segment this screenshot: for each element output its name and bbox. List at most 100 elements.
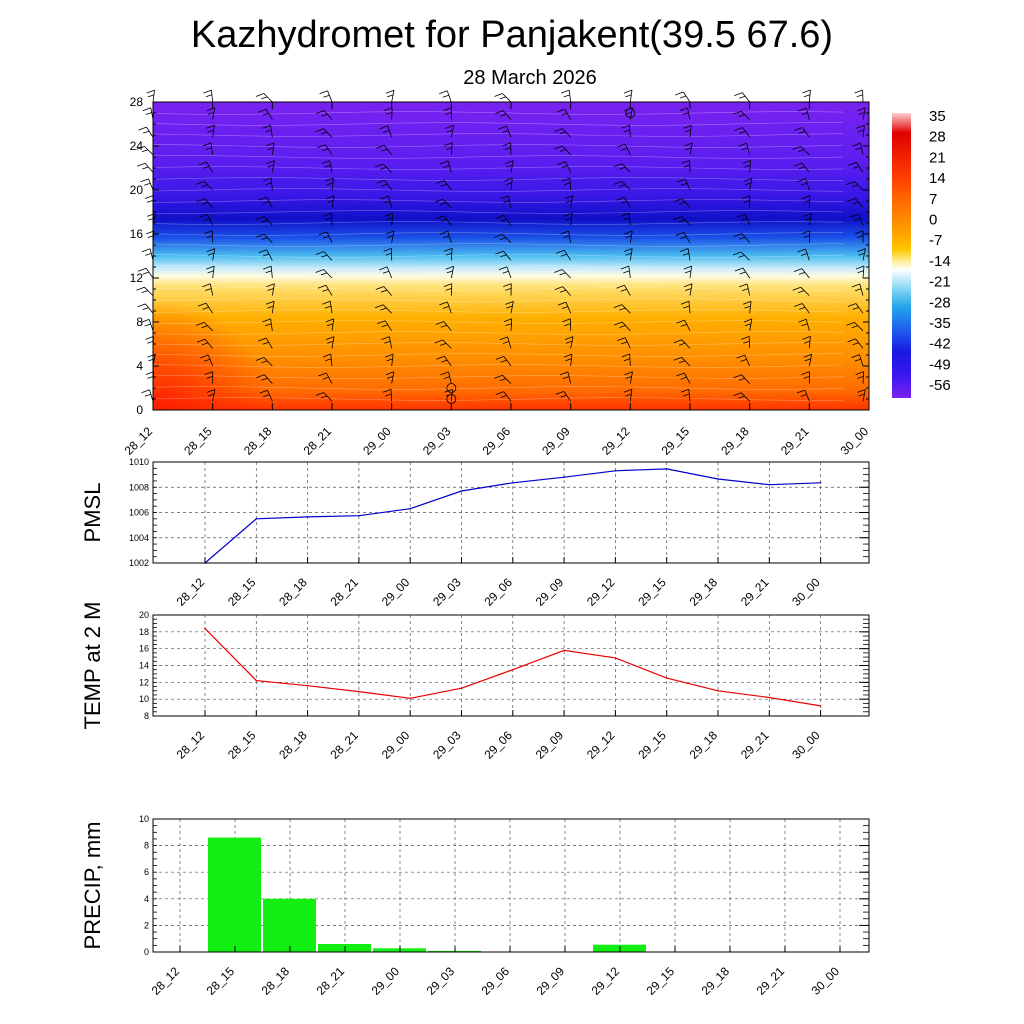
y-tick-label: 28 [130,95,144,109]
wind-barb [206,107,216,120]
x-tick-label: 30_00 [789,728,823,762]
wind-barb [617,337,631,349]
wind-barb [317,144,333,156]
wind-barb [846,322,864,332]
wind-barb-flag [613,181,623,185]
wind-barb-staff [860,143,864,155]
wind-barb [857,389,866,402]
colorbar-label: 21 [929,149,946,166]
wind-barb-staff [207,354,214,367]
data-point [563,649,565,652]
wind-barb-flag [741,195,750,199]
wind-barb-flag [379,125,388,130]
wind-barb-staff [502,93,512,103]
wind-barb-flag [255,93,265,97]
wind-barb-flag [495,356,504,360]
cross-section-hot-corner [153,300,273,410]
wind-barb-flag [386,217,393,221]
wind-barb-staff [808,336,811,349]
wind-barb-staff [383,286,392,296]
wind-barb [445,265,455,279]
wind-barb [316,110,333,120]
wind-barb-flag [195,322,205,326]
wind-barb-flag [625,112,632,115]
wind-barb-staff [330,354,333,367]
wind-barb [385,371,395,384]
wind-barb [196,198,213,208]
wind-barb [377,320,393,332]
wind-barb-flag [385,252,392,256]
x-tick-label: 29_18 [718,424,752,458]
wind-barb-flag [680,388,689,393]
wind-barb-flag [376,145,385,149]
wind-barb [852,142,864,155]
wind-barb-flag [500,359,507,363]
y-tick-label: 20 [139,610,149,620]
wind-barb-flag [846,181,855,185]
wind-barb [792,286,810,296]
wind-barb-flag [556,108,565,113]
wind-barb-flag [380,195,389,200]
contour-line [152,111,844,115]
wind-barb-flag [625,376,632,379]
wind-barb-flag [620,288,627,292]
wind-barb-staff [327,90,333,103]
data-point [204,627,206,630]
wind-barb [325,318,335,331]
wind-barb-flag [140,178,149,183]
wind-barb-flag [737,213,746,218]
wind-barb-staff [204,339,213,349]
x-tick-label: 29_18 [699,964,733,998]
wind-barb-flag [439,301,448,306]
wind-barb-flag [198,161,207,166]
wind-barb [439,90,452,103]
wind-barb-staff [741,374,750,384]
wind-barb-flag [681,160,690,164]
wind-barb-staff [684,178,691,191]
wind-barb-flag [675,91,684,96]
wind-barb-flag [554,145,563,150]
data-point [306,516,309,518]
wind-barb-staff [859,354,864,367]
wind-barb-flag [325,217,332,221]
wind-barb-staff [442,198,452,208]
x-tick-label: 29_09 [534,964,568,998]
wind-barb-flag [619,307,626,311]
wind-barb-flag [443,376,450,379]
wind-barb-staff [570,195,574,208]
wind-barb-staff [212,248,216,261]
wind-barb [684,142,693,155]
wind-barb [675,91,691,103]
wind-barb-staff [862,265,865,279]
wind-barb-flag [435,321,444,325]
wind-barb [496,214,512,226]
wind-barb-flag [738,255,745,258]
wind-barb [616,284,631,296]
wind-barb-flag [259,389,268,394]
wind-barb [202,283,214,296]
wind-barb-flag [850,213,859,218]
precip-panel: 0 2 4 6 8 10 28_12 28_15 28_18 28_21 29_00 29_03 29_… [80,814,870,998]
wind-barb-flag [505,182,512,186]
wind-barb-flag [382,388,392,393]
wind-barb-flag [323,94,330,98]
wind-barb-staff [510,301,514,314]
wind-barb-flag [557,161,566,165]
wind-barb-flag [317,144,326,149]
wind-barb-flag [317,284,327,289]
wind-barb-flag [443,248,453,252]
wind-barb-flag [315,392,324,396]
y-tick-label: 16 [130,227,144,241]
wind-barb-flag [623,270,630,274]
wind-barb [554,286,571,296]
wind-barb-flag [200,354,209,359]
wind-barb [443,248,453,261]
wind-barb [503,283,512,296]
wind-barb-flag [732,251,742,256]
wind-barb-flag [202,283,211,288]
wind-barb-flag [683,283,693,288]
wind-barb-flag [436,355,445,360]
wind-barb-flag [858,393,865,397]
wind-barb-staff [502,374,512,384]
wind-barb-flag [325,336,335,340]
